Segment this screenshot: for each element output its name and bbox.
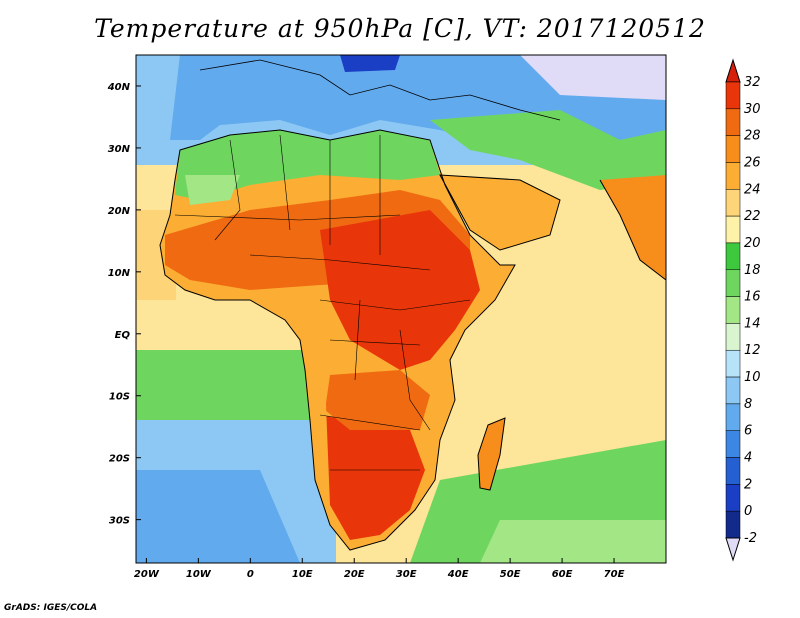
colorbar-label: 6 [744, 424, 752, 439]
colorbar-label: 22 [744, 209, 761, 224]
colorbar-swatch [725, 242, 741, 271]
lat-tick-label: 30N [108, 144, 131, 155]
colorbar-label: 26 [744, 155, 761, 170]
colorbar-bottom-arrow [725, 537, 741, 562]
lon-tick-label: 40E [447, 569, 469, 580]
colorbar-swatch [725, 323, 741, 351]
africa-coastline [159, 129, 516, 551]
colorbar-label: 10 [744, 370, 761, 385]
colorbar-top-arrow [725, 58, 741, 83]
colorbar-swatch [725, 376, 741, 405]
land-northwest-africa [185, 175, 240, 205]
ocean-south-atlantic-green [136, 350, 336, 430]
country-borders [174, 134, 471, 471]
colorbar-swatch [725, 403, 741, 431]
colorbar-label: 28 [744, 129, 761, 144]
colorbar-label: 4 [744, 451, 752, 466]
colorbar-label: 32 [744, 75, 761, 90]
europe-coastline [199, 59, 561, 121]
latitude-ticks: 40N 30N 20N 10N EQ 10S 20S 30S [107, 82, 141, 527]
map-title: Temperature at 950hPa [C], VT: 201712051… [94, 14, 706, 43]
lat-tick-label: 20S [109, 454, 130, 465]
lon-tick-label: 20E [344, 569, 365, 580]
credit-text: GrADS: IGES/COLA [4, 603, 98, 613]
colorbar-label: 0 [744, 504, 752, 519]
lat-tick-label: 40N [107, 82, 131, 93]
lon-tick-label: 0 [247, 569, 254, 580]
lat-tick-label: 30S [109, 516, 130, 527]
lon-tick-label: 70E [604, 569, 625, 580]
lon-tick-label: 50E [500, 569, 521, 580]
colorbar-label: 16 [744, 290, 761, 305]
colorbar-label: 8 [744, 397, 752, 412]
colorbar-label: 18 [744, 263, 761, 278]
arabia-coastline [439, 174, 561, 251]
colorbar-label: -2 [744, 531, 757, 546]
colorbar-swatch [725, 484, 741, 512]
colorbar-swatch [725, 81, 741, 110]
colorbar-swatch [725, 162, 741, 190]
lon-tick-label: 10E [292, 569, 313, 580]
lat-tick-label: 10N [108, 268, 131, 279]
colorbar-label: 30 [744, 102, 761, 117]
land-central-asia-cold [520, 55, 666, 100]
india-coastline [599, 179, 666, 281]
land-southwest-coast [305, 380, 330, 505]
colorbar-label: 20 [744, 236, 761, 251]
land-europe-cold [340, 55, 400, 72]
colorbar-swatch [725, 457, 741, 485]
land-south-hot [320, 415, 425, 540]
madagascar-coastline [477, 417, 506, 491]
lat-tick-label: EQ [115, 330, 131, 341]
land-arabia [440, 175, 560, 250]
land-sahara-north [175, 130, 440, 200]
land-india [600, 175, 666, 280]
colorbar-swatch [725, 189, 741, 217]
colorbar-swatch [725, 135, 741, 163]
colorbar-swatch [725, 215, 741, 244]
colorbar-swatch [725, 296, 741, 324]
colorbar-swatch [725, 430, 741, 458]
land-central-hot [320, 210, 480, 370]
plot-frame [135, 54, 667, 564]
colorbar-swatch [725, 108, 741, 136]
colorbar-swatch [725, 269, 741, 297]
land-southcentral-warm [325, 370, 430, 430]
colorbar-label: 14 [744, 316, 761, 331]
map-field [136, 55, 666, 563]
land-middle-east-green [430, 110, 666, 190]
lat-tick-label: 10S [109, 392, 130, 403]
longitude-ticks: 20W 10W 0 10E 20E 30E 40E 50E 60E 70E [134, 558, 625, 580]
ocean-southeast-lightgreen [480, 520, 666, 563]
colorbar-swatch [725, 349, 741, 378]
colorbar-label: 12 [744, 343, 761, 358]
colorbar-label: 24 [744, 182, 761, 197]
lat-tick-label: 20N [108, 206, 131, 217]
colorbar-label: 2 [744, 477, 752, 492]
ocean-southwest-blue [136, 470, 300, 563]
lon-tick-label: 20W [134, 569, 160, 580]
colorbar-swatch [725, 510, 741, 539]
lon-tick-label: 10W [186, 569, 212, 580]
lon-tick-label: 60E [552, 569, 573, 580]
lon-tick-label: 30E [396, 569, 417, 580]
